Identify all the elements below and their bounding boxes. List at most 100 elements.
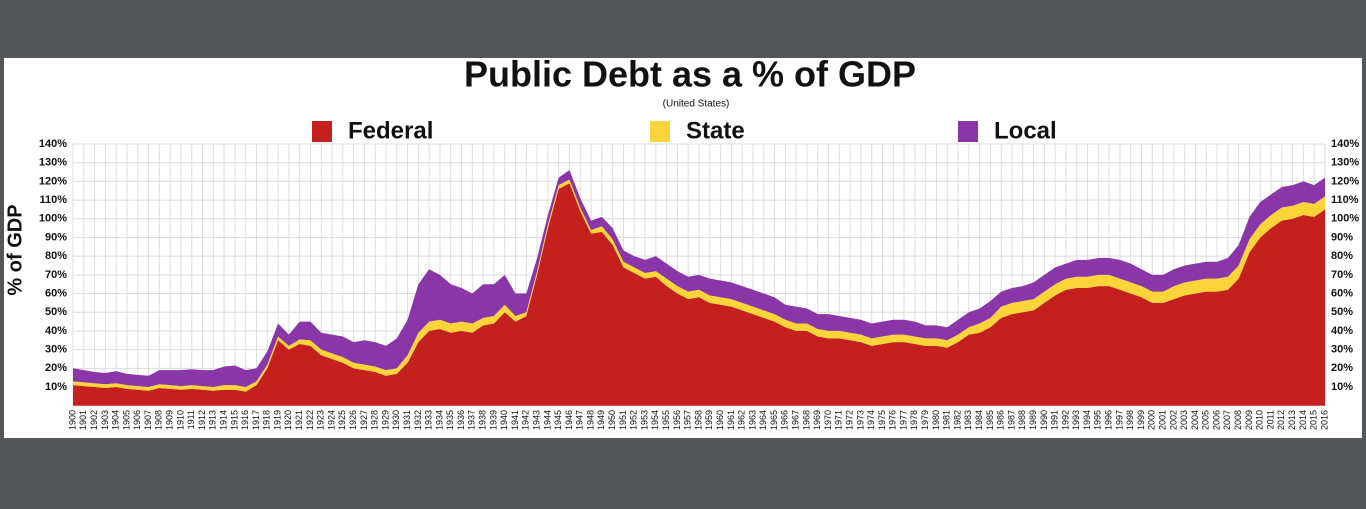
- x-tick-label: 2016: [1319, 410, 1329, 430]
- chart-title: Public Debt as a % of GDP: [464, 54, 916, 95]
- x-tick-label: 1978: [909, 410, 919, 430]
- x-tick-label: 1904: [111, 410, 121, 430]
- x-tick-label: 1940: [499, 410, 509, 430]
- y-axis-label: % of GDP: [4, 204, 26, 295]
- x-tick-label: 1997: [1114, 410, 1124, 430]
- x-tick-label: 1927: [359, 410, 369, 430]
- y-tick-label-right: 50%: [1331, 306, 1353, 318]
- x-tick-label: 1906: [132, 410, 142, 430]
- y-tick-label-right: 110%: [1331, 194, 1359, 206]
- x-tick-label: 1965: [769, 410, 779, 430]
- y-tick-label: 110%: [39, 194, 67, 206]
- x-tick-label: 1957: [683, 410, 693, 430]
- y-tick-label-right: 120%: [1331, 175, 1359, 187]
- x-tick-label: 2005: [1201, 410, 1211, 430]
- x-tick-label: 2010: [1255, 410, 1265, 430]
- x-tick-label: 1973: [855, 410, 865, 430]
- x-tick-label: 1903: [100, 410, 110, 430]
- x-tick-label: 1991: [1050, 410, 1060, 430]
- y-tick-label-right: 30%: [1331, 344, 1353, 356]
- x-tick-label: 1994: [1082, 410, 1092, 430]
- y-tick-label: 40%: [45, 325, 67, 337]
- x-tick-label: 1977: [898, 410, 908, 430]
- legend-label: State: [686, 117, 745, 144]
- x-tick-label: 1979: [920, 410, 930, 430]
- x-tick-label: 1950: [607, 410, 617, 430]
- x-tick-label: 1951: [618, 410, 628, 430]
- x-tick-label: 1976: [888, 410, 898, 430]
- x-tick-label: 1931: [402, 410, 412, 430]
- x-tick-label: 2001: [1157, 410, 1167, 430]
- y-tick-label-right: 70%: [1331, 269, 1353, 281]
- area-federal: [73, 183, 1325, 406]
- x-tick-label: 1923: [316, 410, 326, 430]
- x-tick-label: 1984: [974, 410, 984, 430]
- y-tick-label: 100%: [39, 213, 67, 225]
- y-tick-label-right: 10%: [1331, 381, 1353, 393]
- x-tick-label: 1913: [208, 410, 218, 430]
- x-tick-label: 1971: [834, 410, 844, 430]
- y-tick-label: 90%: [45, 231, 67, 243]
- x-tick-label: 1962: [737, 410, 747, 430]
- x-tick-label: 1908: [154, 410, 164, 430]
- chart-subtitle: (United States): [663, 99, 730, 110]
- x-tick-label: 1970: [823, 410, 833, 430]
- x-tick-label: 1916: [240, 410, 250, 430]
- y-tick-label-right: 100%: [1331, 213, 1359, 225]
- x-tick-label: 1900: [67, 410, 77, 430]
- x-tick-label: 1990: [1039, 410, 1049, 430]
- x-tick-label: 1983: [963, 410, 973, 430]
- x-tick-label: 1999: [1136, 410, 1146, 430]
- x-tick-label: 1919: [272, 410, 282, 430]
- x-tick-label: 1928: [370, 410, 380, 430]
- x-tick-label: 1992: [1060, 410, 1070, 430]
- x-tick-label: 1996: [1104, 410, 1114, 430]
- x-tick-label: 1981: [942, 410, 952, 430]
- x-tick-label: 1982: [952, 410, 962, 430]
- y-tick-label: 140%: [39, 138, 67, 150]
- y-tick-label-right: 80%: [1331, 250, 1353, 262]
- x-tick-label: 2014: [1298, 410, 1308, 430]
- y-tick-label: 60%: [45, 287, 67, 299]
- y-tick-label-right: 130%: [1331, 157, 1359, 169]
- y-tick-label-right: 140%: [1331, 138, 1359, 150]
- x-tick-label: 2004: [1190, 410, 1200, 430]
- x-tick-label: 1993: [1071, 410, 1081, 430]
- y-tick-label-right: 90%: [1331, 231, 1353, 243]
- y-tick-label: 10%: [45, 381, 67, 393]
- x-tick-label: 1998: [1125, 410, 1135, 430]
- x-tick-label: 1967: [791, 410, 801, 430]
- y-tick-label: 120%: [39, 175, 67, 187]
- x-tick-label: 1953: [639, 410, 649, 430]
- x-tick-label: 1905: [121, 410, 131, 430]
- x-tick-label: 1959: [704, 410, 714, 430]
- x-tick-label: 1987: [1006, 410, 1016, 430]
- x-tick-label: 1986: [996, 410, 1006, 430]
- x-tick-label: 1937: [467, 410, 477, 430]
- x-tick-label: 1958: [693, 410, 703, 430]
- x-tick-label: 2006: [1211, 410, 1221, 430]
- x-tick-label: 1961: [726, 410, 736, 430]
- legend-swatch: [958, 121, 978, 142]
- x-tick-label: 1924: [326, 410, 336, 430]
- x-tick-label: 2011: [1265, 410, 1275, 429]
- x-tick-label: 1911: [186, 410, 196, 429]
- x-tick-label: 1935: [445, 410, 455, 430]
- x-tick-label: 1980: [931, 410, 941, 430]
- y-tick-label: 20%: [45, 362, 67, 374]
- legend-swatch: [650, 121, 670, 142]
- x-tick-label: 1989: [1028, 410, 1038, 430]
- legend-label: Federal: [348, 117, 433, 144]
- x-tick-label: 1945: [553, 410, 563, 430]
- x-tick-label: 1934: [434, 410, 444, 430]
- x-tick-label: 1969: [812, 410, 822, 430]
- x-tick-label: 1972: [844, 410, 854, 430]
- x-tick-label: 1964: [758, 410, 768, 430]
- x-tick-label: 1975: [877, 410, 887, 430]
- x-tick-label: 2008: [1233, 410, 1243, 430]
- x-tick-label: 2000: [1147, 410, 1157, 430]
- x-tick-label: 1942: [521, 410, 531, 430]
- x-tick-label: 1985: [985, 410, 995, 430]
- x-tick-label: 1922: [305, 410, 315, 430]
